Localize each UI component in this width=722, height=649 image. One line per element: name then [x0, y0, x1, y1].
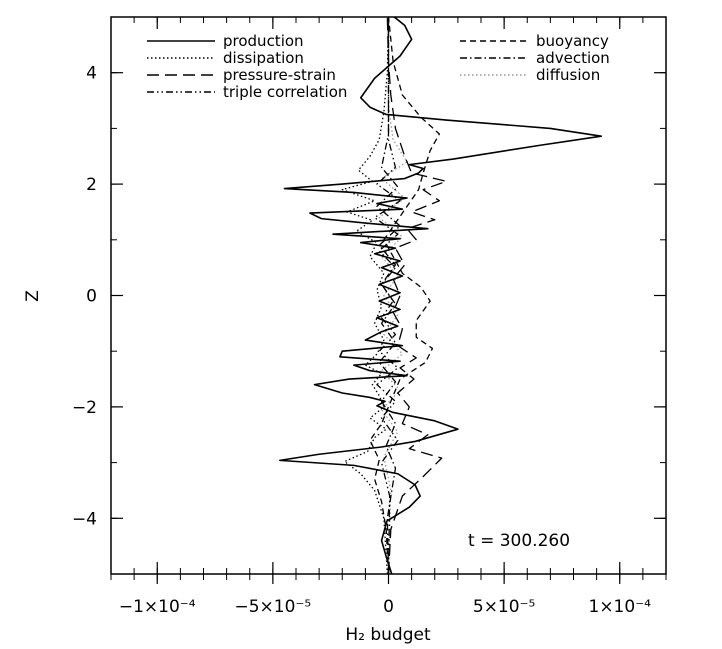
series-line-production — [279, 16, 603, 575]
x-tick-label: −1×10⁻⁴ — [119, 597, 196, 617]
series-group — [279, 16, 603, 575]
series-line-dissipation — [341, 16, 390, 575]
legend-label: advection — [536, 49, 610, 67]
x-axis-title: H₂ budget — [345, 625, 431, 645]
legend-label: diffusion — [536, 66, 600, 84]
series-line-diffusion — [378, 17, 408, 575]
x-tick-label: −5×10⁻⁵ — [235, 597, 312, 617]
legend: productiondissipationpressure-straintrip… — [147, 32, 610, 101]
y-axis-title: Z — [23, 290, 43, 302]
time-annotation: t = 300.260 — [468, 531, 570, 551]
legend-label: triple correlation — [223, 83, 347, 101]
y-tick-label: 0 — [86, 287, 97, 307]
series-line-pressure-strain — [386, 16, 447, 575]
series-line-triple-correlation — [373, 17, 401, 575]
y-tick-label: −2 — [72, 398, 97, 418]
y-tick-label: 4 — [86, 64, 97, 84]
x-tick-label: 1×10⁻⁴ — [589, 597, 652, 617]
x-tick-label: 5×10⁻⁵ — [473, 597, 535, 617]
series-line-buoyancy — [369, 16, 441, 575]
legend-label: production — [223, 32, 304, 50]
y-tick-label: −4 — [72, 509, 97, 529]
x-tick-label: 0 — [383, 597, 394, 617]
legend-label: buoyancy — [536, 32, 609, 50]
legend-label: dissipation — [223, 49, 304, 67]
legend-label: pressure-strain — [223, 66, 336, 84]
ticks-group: −1×10⁻⁴ −5×10⁻⁵ 0 5×10⁻⁵ 1×10⁻⁴ −4 −2 0 2 4 — [72, 16, 667, 617]
y-tick-label: 2 — [86, 175, 97, 195]
